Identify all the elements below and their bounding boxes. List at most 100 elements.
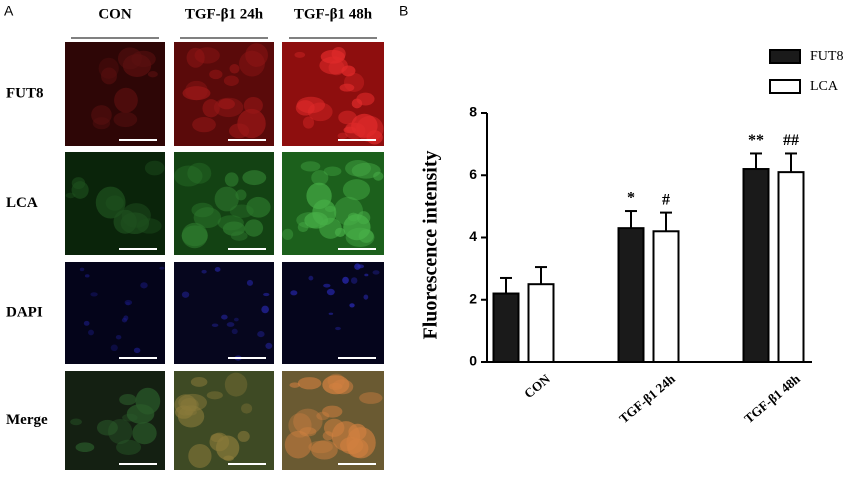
cell <box>114 87 138 113</box>
legend-label: LCA <box>810 79 839 94</box>
cell <box>107 418 133 445</box>
bar <box>527 283 555 363</box>
cell <box>244 219 264 237</box>
cell <box>372 270 380 275</box>
cell <box>213 97 244 118</box>
cell <box>229 64 240 74</box>
significance-mark: * <box>627 190 635 207</box>
cell <box>284 430 312 459</box>
cell <box>233 317 239 322</box>
cell <box>223 75 239 86</box>
cell <box>363 294 369 300</box>
cell <box>92 117 111 130</box>
cell <box>113 111 138 128</box>
cell <box>181 291 190 298</box>
y-tick-label: 2 <box>469 290 477 306</box>
y-tick-label: 6 <box>469 166 477 182</box>
cell <box>335 326 341 331</box>
cell <box>79 267 85 272</box>
cell <box>201 269 207 274</box>
cell <box>257 331 265 338</box>
cell <box>349 303 355 308</box>
cell <box>218 98 235 110</box>
y-tick-label: 8 <box>469 104 477 120</box>
cell <box>84 274 90 278</box>
cell <box>194 47 220 64</box>
cell <box>209 69 223 80</box>
cell <box>306 182 332 210</box>
cell <box>263 292 270 297</box>
cell <box>288 413 312 438</box>
cell <box>322 405 343 418</box>
y-axis-label: Fluorescence intensity <box>420 150 442 339</box>
cell <box>294 51 306 58</box>
row-label: Merge <box>6 412 48 428</box>
cell <box>133 347 141 354</box>
cell <box>323 166 342 177</box>
y-tick-label: 0 <box>469 353 477 369</box>
cell <box>131 50 156 68</box>
cell <box>187 162 212 184</box>
y-tick-label: 4 <box>469 228 477 244</box>
cell <box>190 377 208 387</box>
cell <box>308 440 333 454</box>
cell <box>245 43 268 67</box>
cell <box>214 267 221 272</box>
cell <box>147 71 158 78</box>
cell <box>351 113 378 138</box>
cell <box>246 279 254 286</box>
cell <box>116 439 142 455</box>
micrographs <box>65 42 384 470</box>
cell <box>300 161 321 172</box>
bar <box>652 230 680 363</box>
cell <box>110 344 118 352</box>
cell <box>350 277 358 284</box>
cell <box>342 179 371 201</box>
cell <box>184 408 197 416</box>
cell <box>319 56 348 75</box>
column-header: TGF-β1 24h <box>185 6 264 22</box>
cell <box>115 334 122 340</box>
cell <box>293 408 323 435</box>
row-label: FUT8 <box>6 85 44 101</box>
cell <box>342 276 349 284</box>
cell <box>373 171 384 181</box>
row-label: LCA <box>6 195 38 211</box>
cell <box>144 160 165 176</box>
x-tick-label: CON <box>521 371 553 401</box>
cell <box>121 317 128 323</box>
cell <box>193 207 222 229</box>
cell <box>177 405 205 428</box>
panel-label: B <box>399 3 408 19</box>
cell <box>351 98 363 109</box>
cell <box>351 162 381 179</box>
cell <box>290 290 298 296</box>
cell <box>242 170 267 186</box>
cell <box>239 50 265 77</box>
cell <box>113 209 137 234</box>
cell <box>125 301 131 306</box>
cell <box>174 165 203 187</box>
cell <box>311 170 329 186</box>
cell <box>235 189 247 201</box>
row-label: DAPI <box>6 304 43 320</box>
cell <box>181 225 208 247</box>
cell <box>71 181 89 199</box>
cell <box>237 108 266 139</box>
legend-label: FUT8 <box>810 49 843 64</box>
cell <box>231 328 238 335</box>
cell <box>265 342 273 349</box>
cell <box>261 305 269 314</box>
cell <box>332 379 354 395</box>
cell <box>338 110 357 125</box>
cell <box>311 440 338 460</box>
cell <box>124 299 133 306</box>
x-tick-label: TGF-β1 24h <box>616 371 678 427</box>
cell <box>346 427 376 459</box>
cell <box>237 430 250 442</box>
cell <box>282 228 294 241</box>
cell <box>83 320 90 326</box>
cell <box>132 422 157 445</box>
cell <box>75 442 95 453</box>
cell <box>119 394 137 406</box>
